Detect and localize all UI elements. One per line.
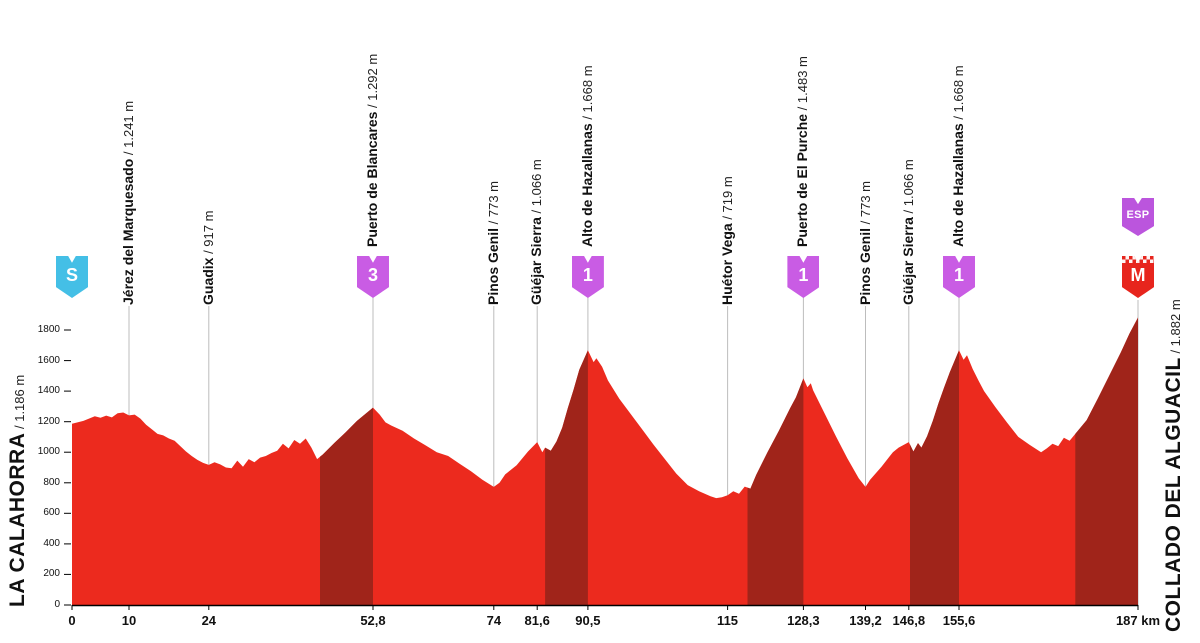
x-tick-label: 155,6 (942, 613, 976, 628)
y-tick-label: 1000 (37, 446, 60, 458)
x-tick-label: 146,8 (892, 613, 926, 628)
waypoint-name: Puerto de Blancares (363, 111, 380, 247)
waypoint-separator: / (795, 103, 811, 114)
waypoint-separator: / (200, 246, 216, 258)
waypoint-separator: / (900, 206, 916, 218)
waypoint-separator: / (121, 147, 136, 159)
waypoint-label: Alto de Hazallanas / 1.668 m (579, 65, 596, 247)
waypoint-name: Pinos Genil (484, 227, 501, 305)
x-tick-label: 0 (68, 613, 76, 628)
x-tick-label: 24 (201, 613, 217, 628)
category-badge: 3 (356, 256, 389, 298)
x-tick-label: 115 (717, 613, 739, 628)
x-tick-label: 128,3 (787, 613, 820, 628)
waypoint-separator: / (857, 217, 873, 228)
waypoint-altitude: 773 m (485, 181, 501, 218)
waypoint-separator: / (719, 212, 735, 224)
waypoint-separator: / (364, 100, 380, 112)
waypoint-name: Huétor Vega (718, 223, 735, 305)
waypoint-name: Alto de Hazallanas (578, 123, 595, 247)
waypoint-name: Puerto de El Purche (794, 113, 811, 247)
waypoint-label: Alto de Hazallanas / 1.668 m (950, 65, 967, 247)
waypoint-label: Puerto de El Purche / 1.483 m (794, 56, 811, 247)
y-tick-label: 1400 (37, 385, 60, 397)
finish-meta-badge: M (1122, 256, 1154, 298)
x-tick-label: 90,5 (575, 613, 601, 628)
x-axis (71, 604, 1139, 610)
x-tick-label: 139,2 (849, 613, 882, 628)
waypoint-altitude: 1.066 m (529, 159, 545, 207)
waypoint-separator: / (951, 112, 966, 124)
finish-meta-letter: M (1130, 264, 1146, 285)
waypoint-name: Guadix (199, 257, 216, 305)
y-tick-label: 1800 (37, 324, 60, 335)
waypoint-separator: / (529, 206, 545, 218)
waypoint-label: Puerto de Blancares / 1.292 m (364, 54, 381, 247)
waypoint-altitude: 1.292 m (364, 53, 380, 101)
x-tick-label: 187 km (1115, 613, 1161, 628)
waypoint-separator: / (485, 217, 501, 228)
checkered-flag-pattern (1122, 256, 1154, 263)
x-tick-label: 52,8 (360, 613, 386, 628)
waypoint-label: Jérez del Marquesado / 1.241 m (120, 101, 137, 305)
waypoint-name: Pinos Genil (856, 227, 873, 305)
waypoint-label: Güéjar Sierra / 1.066 m (528, 159, 545, 305)
y-tick-label: 800 (43, 476, 60, 488)
waypoint-label: Huétor Vega / 719 m (719, 176, 736, 305)
y-axis (64, 329, 71, 606)
x-tick-label: 74 (486, 613, 502, 628)
waypoint-altitude: 1.668 m (951, 65, 966, 113)
y-tick-label: 1600 (37, 354, 60, 366)
waypoint-altitude: 917 m (200, 210, 216, 247)
category-badge: 1 (571, 256, 604, 298)
start-flag-badge: S (56, 256, 88, 298)
waypoint-altitude: 1.668 m (579, 65, 595, 113)
y-tick-label: 600 (43, 507, 60, 519)
esp-badge: ESP (1122, 198, 1154, 236)
waypoint-altitude: 1.066 m (900, 159, 916, 207)
y-tick-label: 200 (43, 568, 60, 580)
waypoint-name: Güéjar Sierra (899, 217, 916, 305)
y-tick-label: 1200 (37, 415, 60, 427)
waypoint-altitude: 719 m (719, 176, 735, 213)
waypoint-label: Guadix / 917 m (200, 211, 217, 305)
waypoint-name: Alto de Hazallanas (950, 123, 966, 247)
waypoint-name: Güéjar Sierra (528, 217, 545, 305)
x-tick-label: 81,6 (524, 613, 550, 628)
waypoint-label: Güéjar Sierra / 1.066 m (900, 159, 917, 305)
x-tick-label: 10 (121, 613, 137, 628)
waypoint-label: Pinos Genil / 773 m (485, 181, 502, 305)
waypoint-name: Jérez del Marquesado (120, 158, 136, 305)
climb-segments (320, 317, 1138, 605)
waypoint-altitude: 1.483 m (795, 56, 811, 104)
waypoint-label: Pinos Genil / 773 m (857, 181, 874, 305)
y-tick-label: 400 (43, 537, 60, 549)
waypoint-altitude: 1.241 m (121, 100, 136, 148)
category-badge: 1 (787, 256, 820, 298)
waypoint-separator: / (579, 112, 595, 124)
waypoint-altitude: 773 m (857, 181, 873, 218)
y-tick-label: 0 (54, 599, 60, 610)
category-badge: 1 (943, 256, 975, 298)
